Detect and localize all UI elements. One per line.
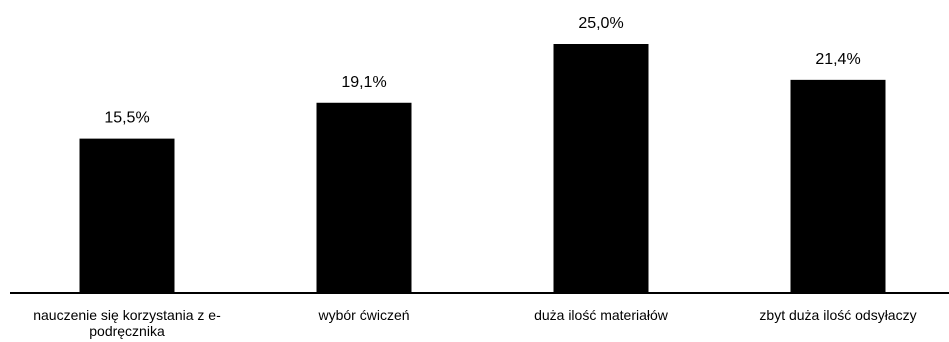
data-label-3: 25,0% xyxy=(578,15,623,32)
bar-3 xyxy=(553,44,649,293)
bar-4 xyxy=(790,79,886,293)
category-label-4: zbyt duża ilość odsyłaczy xyxy=(759,307,917,323)
bar-2 xyxy=(316,102,412,293)
category-label-2: wybór ćwiczeń xyxy=(318,307,410,323)
bars-group xyxy=(79,44,886,293)
data-label-1: 15,5% xyxy=(104,110,149,127)
data-label-4: 21,4% xyxy=(815,51,860,68)
value-labels-group: 15,5% 19,1% 25,0% 21,4% xyxy=(104,15,860,127)
bar-1 xyxy=(79,138,175,293)
category-label-1: nauczenie się korzystania z e-podręcznik… xyxy=(33,307,221,339)
category-label-3: duża ilość materiałów xyxy=(534,307,668,323)
data-label-2: 19,1% xyxy=(341,74,386,91)
